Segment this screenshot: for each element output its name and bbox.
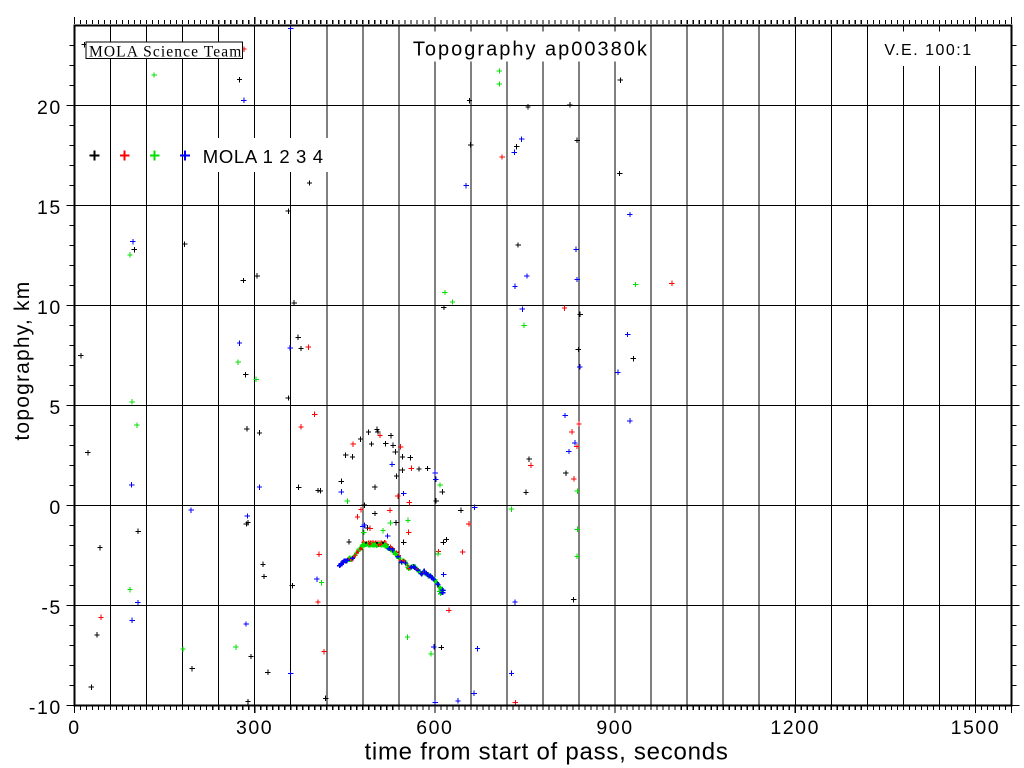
- svg-text:-10: -10: [29, 697, 62, 719]
- svg-text:0: 0: [68, 717, 80, 739]
- svg-text:MOLA 1 2 3 4: MOLA 1 2 3 4: [203, 146, 324, 167]
- svg-text:900: 900: [596, 717, 633, 739]
- svg-text:600: 600: [416, 717, 453, 739]
- svg-text:300: 300: [236, 717, 273, 739]
- svg-text:0: 0: [49, 497, 61, 519]
- svg-text:1500: 1500: [951, 717, 1001, 739]
- svg-text:1200: 1200: [770, 717, 820, 739]
- svg-text:10: 10: [37, 297, 62, 319]
- svg-text:topography, km: topography, km: [11, 281, 34, 441]
- svg-text:20: 20: [37, 97, 62, 119]
- svg-text:Topography ap00380k: Topography ap00380k: [413, 39, 649, 61]
- svg-text:V.E. 100:1: V.E. 100:1: [884, 42, 972, 59]
- svg-text:time from start of pass, secon: time from start of pass, seconds: [364, 739, 728, 766]
- svg-text:-5: -5: [41, 597, 61, 619]
- svg-text:15: 15: [37, 197, 62, 219]
- svg-text:5: 5: [49, 397, 61, 419]
- svg-text:MOLA Science Team: MOLA Science Team: [89, 44, 242, 61]
